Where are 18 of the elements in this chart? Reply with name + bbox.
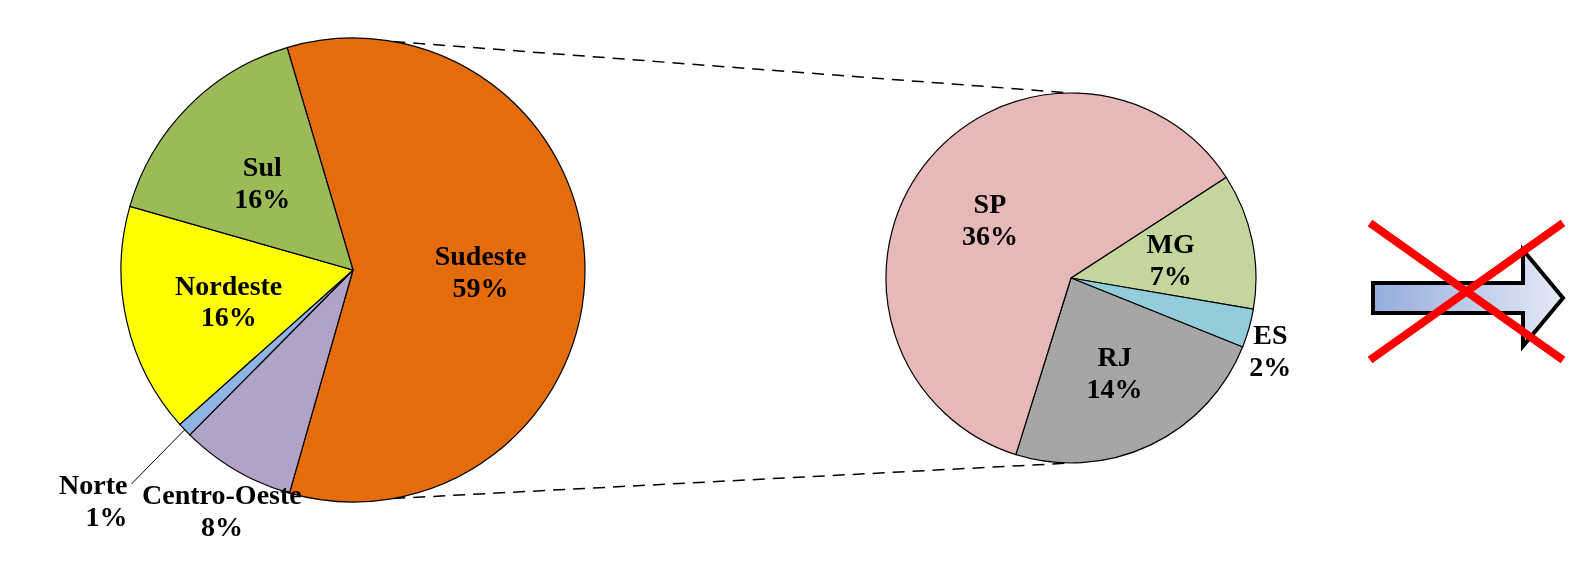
data-label: 8% [200,511,243,543]
data-label: 59% [452,272,509,304]
slice-label: Nordeste [174,269,283,301]
slice-label: MG [1146,228,1195,260]
slice-label: RJ [1097,340,1132,372]
slice-label: Sudeste [434,240,527,272]
data-label: 16% [234,183,291,215]
data-label: 1% [85,501,128,532]
data-label: 16% [200,301,257,333]
data-label: 36% [961,219,1018,251]
slice-label: Norte [59,469,128,500]
slice-label: ES [1253,319,1288,351]
slice-label: SP [973,187,1007,219]
slice-label: Centro-Oeste [142,479,302,511]
slice-label: Sul [242,151,282,183]
data-label: 14% [1086,372,1143,404]
data-label: 2% [1249,351,1292,383]
data-label: 7% [1149,260,1192,292]
